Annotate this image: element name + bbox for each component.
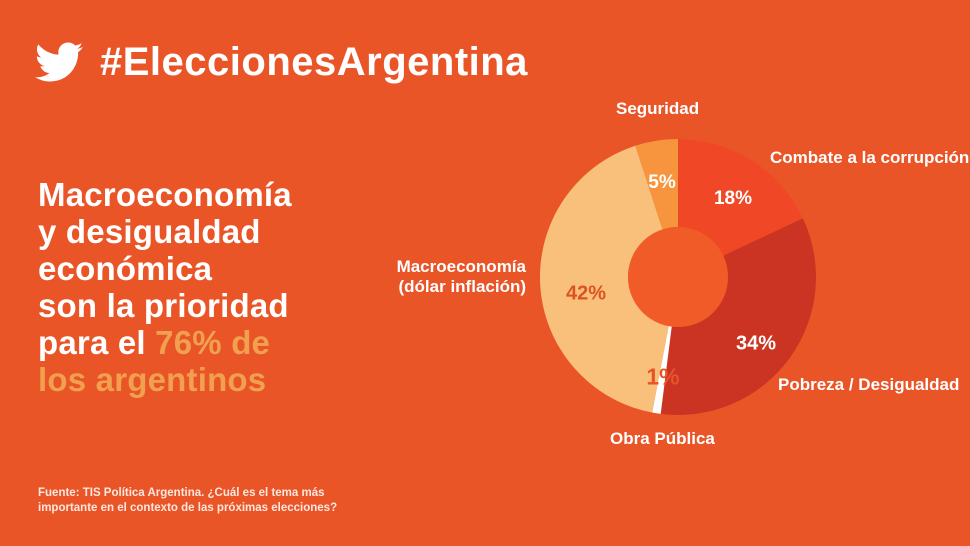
donut-chart	[540, 139, 816, 415]
pie-slice-3	[540, 145, 669, 413]
donut-hole	[628, 227, 728, 327]
hashtag-title: #EleccionesArgentina	[100, 40, 528, 84]
slice-pct-macroeconomia: 42%	[565, 282, 607, 305]
pie-slice-1	[660, 218, 816, 415]
pie-slice-4	[635, 139, 678, 230]
slice-label-macroeconomia: Macroeconomía (dólar inflación)	[396, 257, 526, 296]
pie-slice-0	[678, 139, 803, 256]
pie-slice-2	[652, 326, 672, 414]
slice-pct-seguridad: 5%	[648, 172, 676, 193]
slice-label-pobreza: Pobreza / Desigualdad	[778, 375, 960, 394]
headline-white-text: Macroeconomía y desigualdad económica so…	[38, 176, 292, 361]
twitter-bird-icon	[35, 42, 83, 82]
slice-pct-combate: 18%	[713, 188, 753, 209]
slice-label-combate: Combate a la corrupción	[770, 148, 970, 167]
slice-pct-obra-publica: 1%	[646, 363, 680, 390]
slice-label-obra-publica: Obra Pública	[610, 429, 715, 448]
headline: Macroeconomía y desigualdad económica so…	[38, 176, 292, 398]
slice-pct-pobreza: 34%	[735, 332, 777, 355]
headline-accent-text: 76% de los argentinos	[38, 324, 271, 398]
source-note: Fuente: TIS Política Argentina. ¿Cuál es…	[38, 487, 338, 514]
slice-label-seguridad: Seguridad	[616, 99, 700, 118]
